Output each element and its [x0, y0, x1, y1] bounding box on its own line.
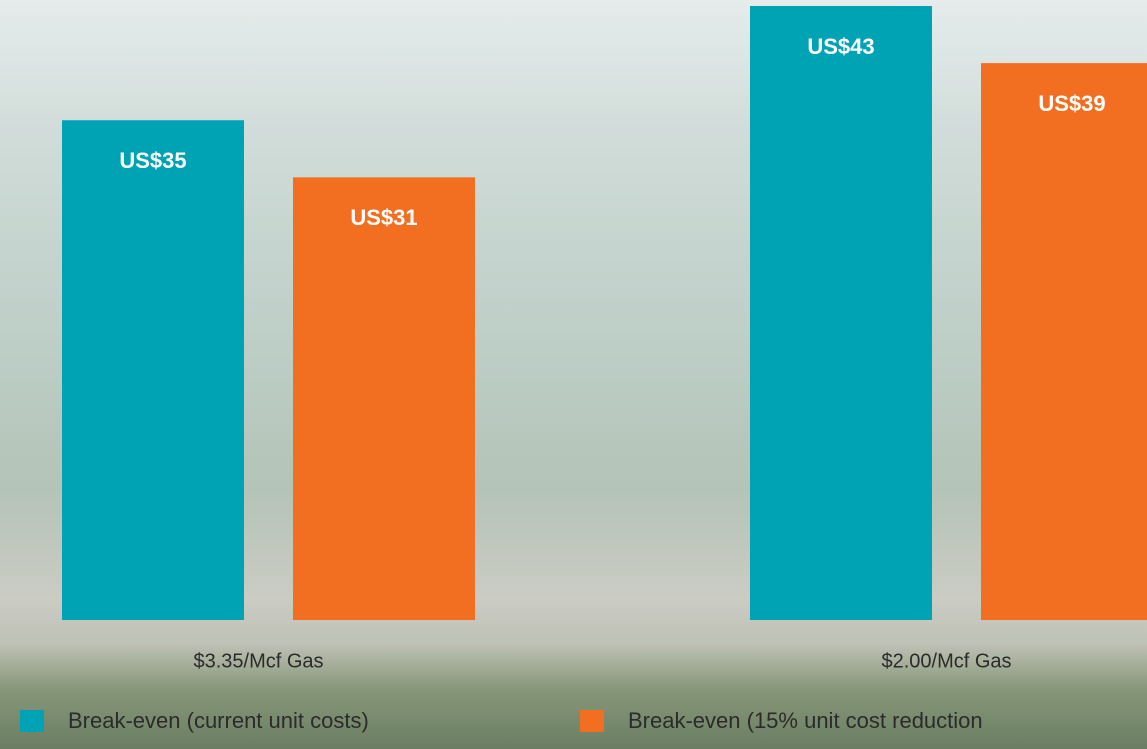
bar	[750, 6, 932, 620]
value-label: US$35	[119, 148, 186, 173]
bar	[62, 120, 244, 621]
x-tick-label: $3.35/Mcf Gas	[193, 650, 323, 672]
bar	[293, 177, 475, 621]
legend-label: Break-even (current unit costs)	[68, 708, 369, 733]
value-label: US$43	[807, 34, 874, 59]
value-label: US$31	[350, 205, 417, 230]
legend-swatch	[580, 710, 604, 732]
value-label: US$39	[1038, 91, 1105, 116]
legend-swatch	[20, 710, 44, 732]
x-tick-label: $2.00/Mcf Gas	[881, 650, 1011, 672]
bar	[981, 63, 1147, 621]
legend-label: Break-even (15% unit cost reduction	[628, 708, 983, 733]
